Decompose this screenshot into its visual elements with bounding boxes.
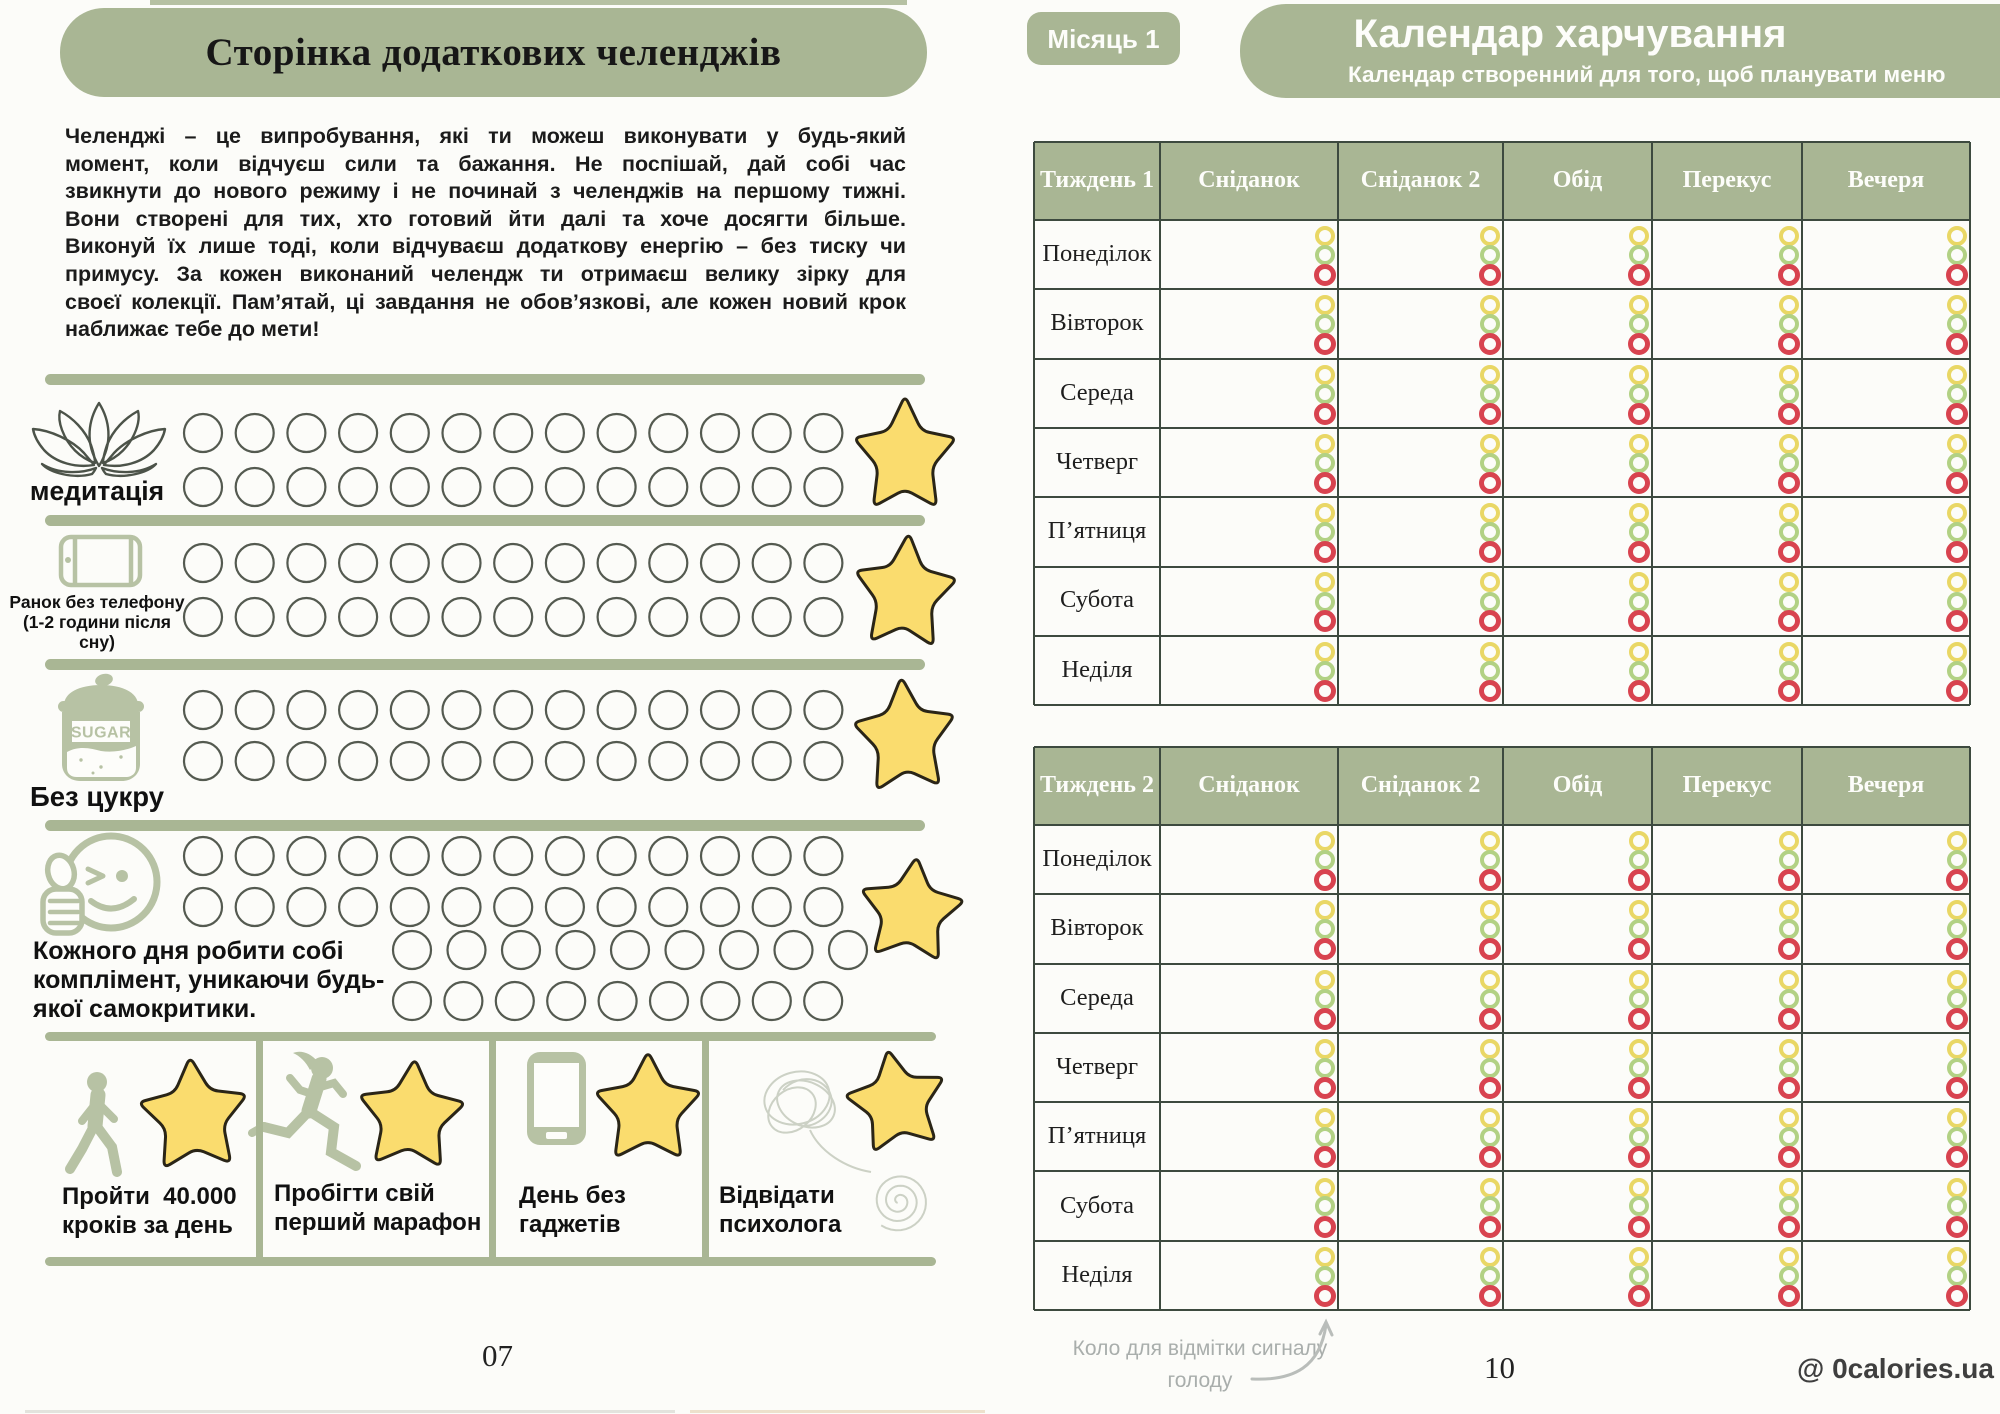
svg-text:SUGAR: SUGAR bbox=[71, 725, 131, 742]
